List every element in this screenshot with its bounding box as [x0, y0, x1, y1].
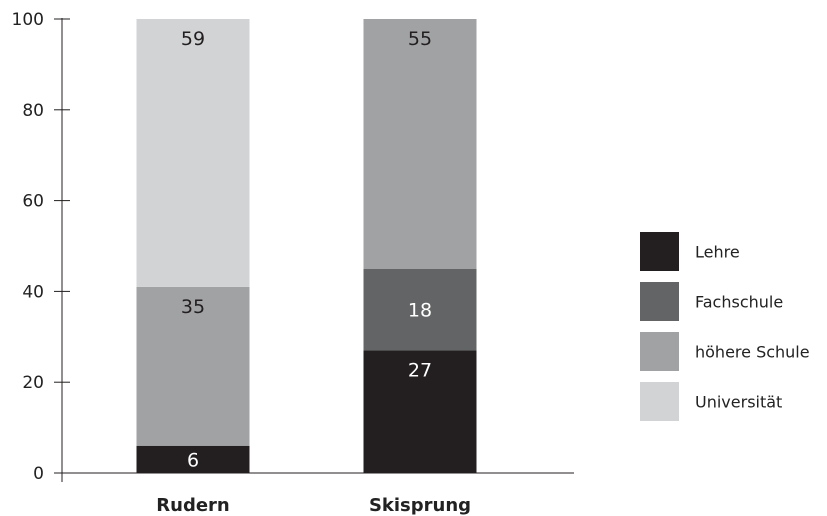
bar-segment: [363, 350, 477, 473]
bar-value-label: 35: [181, 296, 205, 318]
bar-value-label: 55: [408, 28, 432, 50]
legend-swatch: [640, 282, 679, 321]
x-category-label: Rudern: [156, 495, 229, 516]
bar-segment: [363, 19, 477, 269]
bar-value-label: 18: [408, 300, 432, 322]
bar-segment: [136, 19, 250, 287]
legend: Lehre Fachschule höhere Schule Universität: [640, 232, 810, 421]
legend-swatch: [640, 232, 679, 271]
y-axis: 0 20 40 60 80 100: [12, 10, 70, 484]
bar-value-label: 27: [408, 359, 432, 381]
legend-swatch: [640, 332, 679, 371]
legend-label: Lehre: [695, 243, 740, 262]
bar-segment: [136, 445, 250, 473]
bar-value-label: 59: [181, 28, 205, 50]
x-axis: Rudern Skisprung: [62, 472, 574, 516]
x-category-label: Skisprung: [369, 495, 471, 516]
legend-label: Universität: [695, 393, 782, 412]
y-tick-label: 20: [22, 373, 44, 393]
y-tick-label: 0: [33, 464, 44, 484]
y-tick-label: 100: [12, 10, 44, 30]
y-tick-label: 80: [22, 101, 44, 121]
y-tick-label: 40: [22, 282, 44, 302]
legend-swatch: [640, 382, 679, 421]
bar-value-label: 6: [187, 449, 199, 471]
legend-label: Fachschule: [695, 293, 783, 312]
bar-segment: [363, 268, 477, 351]
bars: 6 35 59 27 18 55: [136, 19, 477, 473]
legend-label: höhere Schule: [695, 343, 810, 362]
bar-segment: [136, 286, 250, 446]
y-tick-label: 60: [22, 192, 44, 212]
